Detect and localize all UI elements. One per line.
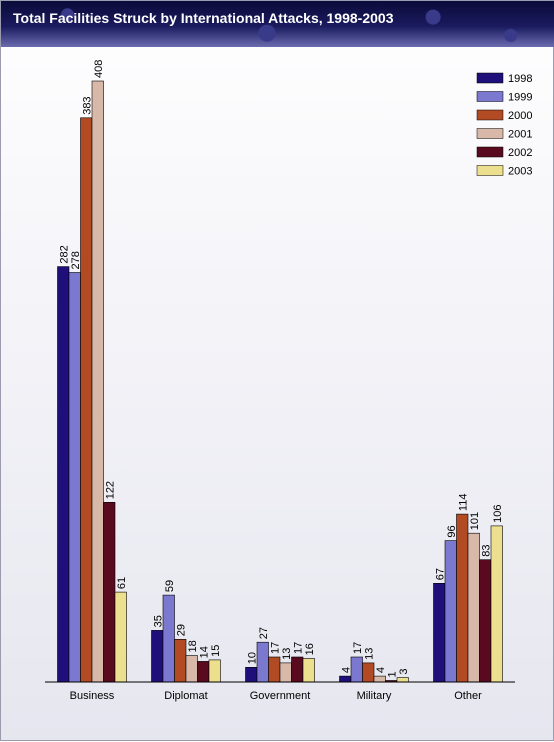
value-label-other-2003: 106 xyxy=(492,505,504,523)
value-label-other-2001: 101 xyxy=(469,512,481,530)
bar-business-2000 xyxy=(80,117,93,683)
bar-other-1998 xyxy=(433,582,446,683)
bar-government-2001 xyxy=(279,662,292,683)
bar-military-2000 xyxy=(362,662,375,683)
value-label-business-1998: 282 xyxy=(58,245,70,263)
legend-swatch-2001 xyxy=(476,128,504,139)
value-label-diplomat-2001: 18 xyxy=(187,640,199,652)
value-label-diplomat-1999: 59 xyxy=(164,580,176,592)
value-label-business-2002: 122 xyxy=(104,481,116,499)
bar-diplomat-2001 xyxy=(185,655,198,683)
value-label-government-2002: 17 xyxy=(292,642,304,654)
legend-label-1998: 1998 xyxy=(508,73,532,85)
bar-diplomat-2002 xyxy=(197,661,210,683)
value-label-business-2003: 61 xyxy=(116,577,128,589)
legend-swatch-2000 xyxy=(476,109,504,121)
category-label-military: Military xyxy=(357,690,392,702)
bar-military-2001 xyxy=(373,675,386,683)
value-label-business-1999: 278 xyxy=(70,251,82,269)
bar-diplomat-1999 xyxy=(162,594,175,683)
value-label-diplomat-2002: 14 xyxy=(198,646,210,658)
value-label-government-1998: 10 xyxy=(246,652,258,664)
bar-other-2003 xyxy=(490,525,503,683)
bar-government-1999 xyxy=(256,641,269,683)
value-label-business-2000: 383 xyxy=(81,96,93,114)
bar-government-2003 xyxy=(302,658,315,683)
bar-diplomat-2000 xyxy=(174,638,187,683)
bar-military-1998 xyxy=(339,675,352,683)
bar-other-1999 xyxy=(444,540,457,683)
value-label-military-2003: 3 xyxy=(398,668,410,674)
bar-government-2000 xyxy=(268,656,281,683)
legend-label-1999: 1999 xyxy=(508,92,532,104)
bar-business-2003 xyxy=(114,591,127,683)
value-label-diplomat-2003: 15 xyxy=(210,645,222,657)
value-label-military-2002: 1 xyxy=(386,671,398,677)
value-label-government-2001: 13 xyxy=(281,648,293,660)
value-label-other-2000: 114 xyxy=(457,494,469,512)
legend-label-2001: 2001 xyxy=(508,129,532,141)
bar-diplomat-2003 xyxy=(208,659,221,683)
chart-title: Total Facilities Struck by International… xyxy=(13,10,394,26)
legend-label-2003: 2003 xyxy=(508,166,532,178)
bar-government-2002 xyxy=(291,656,304,683)
category-label-government: Government xyxy=(250,690,311,702)
legend-swatch-1998 xyxy=(476,72,504,84)
legend-label-2000: 2000 xyxy=(508,110,532,122)
bar-other-2002 xyxy=(479,559,492,683)
legend-swatch-2003 xyxy=(476,165,504,176)
bar-business-1998 xyxy=(57,266,70,683)
legend-swatch-2002 xyxy=(476,146,504,158)
bar-business-1999 xyxy=(68,272,81,683)
category-label-business: Business xyxy=(70,690,115,702)
bar-diplomat-1998 xyxy=(151,630,164,683)
value-label-diplomat-2000: 29 xyxy=(175,624,187,636)
value-label-military-2001: 4 xyxy=(375,667,387,673)
value-label-military-2000: 13 xyxy=(363,648,375,660)
value-label-military-1998: 4 xyxy=(340,667,352,673)
value-label-diplomat-1998: 35 xyxy=(152,615,164,627)
bar-other-2001 xyxy=(467,532,480,683)
value-label-business-2001: 408 xyxy=(93,60,105,78)
legend-label-2002: 2002 xyxy=(508,147,532,159)
value-label-government-2003: 16 xyxy=(304,643,316,655)
value-label-military-1999: 17 xyxy=(352,642,364,654)
legend-swatch-1999 xyxy=(476,91,504,102)
bar-other-2000 xyxy=(456,513,469,683)
value-label-other-2002: 83 xyxy=(480,544,492,556)
bar-military-1999 xyxy=(350,656,363,683)
category-label-other: Other xyxy=(454,690,482,702)
bar-military-2003 xyxy=(396,677,409,683)
value-label-government-2000: 17 xyxy=(269,642,281,654)
value-label-other-1999: 96 xyxy=(446,525,458,537)
bar-business-2001 xyxy=(91,80,104,683)
title-banner: Total Facilities Struck by International… xyxy=(1,1,554,47)
value-label-government-1999: 27 xyxy=(258,627,270,639)
value-label-other-1998: 67 xyxy=(434,568,446,580)
bar-government-1998 xyxy=(245,666,258,683)
category-label-diplomat: Diplomat xyxy=(164,690,207,702)
bar-business-2002 xyxy=(103,501,116,683)
